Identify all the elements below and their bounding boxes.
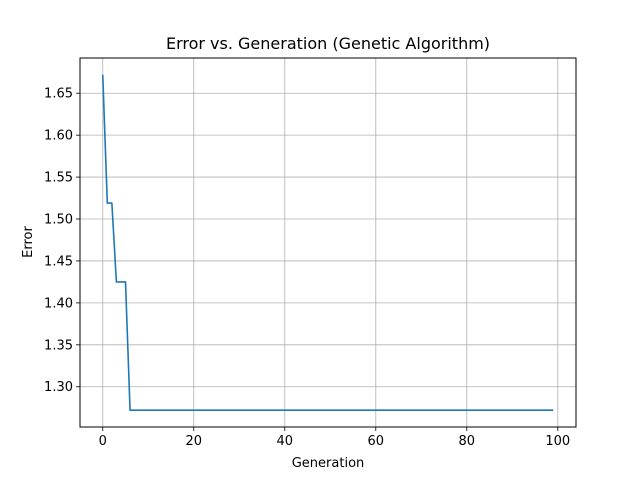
- chart-title: Error vs. Generation (Genetic Algorithm): [166, 34, 490, 53]
- y-tick-label: 1.55: [44, 171, 73, 186]
- y-tick-label: 1.45: [44, 254, 73, 269]
- x-tick-label: 60: [368, 434, 385, 449]
- y-tick-label: 1.40: [44, 296, 73, 311]
- y-tick-label: 1.30: [44, 380, 73, 395]
- series-line: [101, 74, 554, 412]
- x-tick-label: 20: [185, 434, 202, 449]
- y-tick-label: 1.50: [44, 213, 73, 228]
- x-tick-label: 80: [459, 434, 476, 449]
- grid: [80, 58, 576, 427]
- y-axis-label: Error: [21, 226, 36, 258]
- x-axis-label: Generation: [292, 456, 365, 471]
- x-tick-label: 40: [276, 434, 293, 449]
- y-tick-label: 1.35: [44, 338, 73, 353]
- x-tick-label: 100: [545, 434, 570, 449]
- axis-ticks: 0 20 40 60 80 100 1.30 1.35 1.40 1.45 1.50 1.55 1.60…: [44, 87, 570, 449]
- x-tick-label: 0: [99, 434, 107, 449]
- y-tick-label: 1.65: [44, 87, 73, 102]
- y-tick-label: 1.60: [44, 129, 73, 144]
- plot-frame: [79, 57, 577, 428]
